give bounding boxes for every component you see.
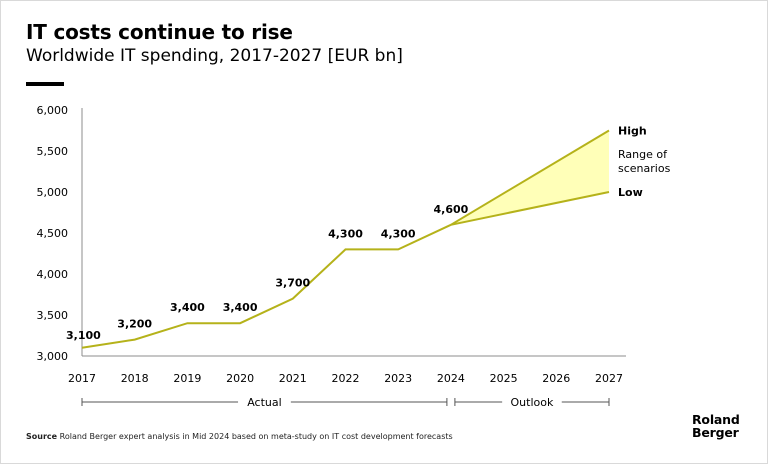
source-note: Source Roland Berger expert analysis in … — [26, 432, 453, 441]
actual-spending-line — [81, 223, 452, 349]
y-tick-label: 6,000 — [37, 104, 69, 117]
data-label: 3,100 — [66, 329, 101, 342]
data-label: 3,400 — [223, 301, 258, 314]
x-tick-label: 2019 — [173, 372, 201, 385]
low-scenario-label: Low — [618, 186, 643, 199]
data-label: 4,600 — [434, 203, 469, 216]
x-tick-label: 2024 — [437, 372, 465, 385]
high-scenario-label: High — [618, 125, 647, 138]
y-tick-label: 3,500 — [37, 309, 69, 322]
data-label: 3,400 — [170, 301, 205, 314]
title-underline — [26, 82, 64, 86]
x-tick-label: 2021 — [279, 372, 307, 385]
chart-title: IT costs continue to rise — [26, 20, 293, 44]
x-tick-label: 2026 — [542, 372, 570, 385]
source-label: Source — [26, 432, 58, 441]
chart-subtitle: Worldwide IT spending, 2017-2027 [EUR bn… — [26, 46, 403, 66]
logo-line-2: Berger — [692, 425, 739, 440]
x-tick-label: 2020 — [226, 372, 254, 385]
logo-line-1: Roland — [692, 412, 740, 427]
data-label: 4,300 — [328, 227, 363, 240]
high-scenario-line — [450, 129, 610, 226]
x-tick-label: 2017 — [68, 372, 96, 385]
y-tick-label: 5,000 — [37, 186, 69, 199]
source-text: Roland Berger expert analysis in Mid 202… — [59, 432, 453, 441]
period-label: Outlook — [511, 396, 554, 409]
data-label: 4,300 — [381, 227, 416, 240]
data-label: 3,700 — [275, 277, 310, 290]
x-tick-label: 2025 — [490, 372, 518, 385]
period-label: Actual — [247, 396, 281, 409]
range-of-scenarios-label: Range of — [618, 148, 668, 161]
y-tick-label: 4,000 — [37, 268, 69, 281]
y-tick-label: 4,500 — [37, 227, 69, 240]
x-tick-label: 2023 — [384, 372, 412, 385]
x-tick-label: 2027 — [595, 372, 623, 385]
data-label: 3,200 — [117, 318, 152, 331]
y-tick-label: 3,000 — [37, 350, 69, 363]
x-tick-label: 2022 — [332, 372, 360, 385]
roland-berger-logo: Roland Berger — [692, 413, 740, 439]
x-tick-label: 2018 — [121, 372, 149, 385]
range-of-scenarios-label: scenarios — [618, 162, 671, 175]
low-scenario-line — [450, 191, 610, 226]
y-tick-label: 5,500 — [37, 145, 69, 158]
